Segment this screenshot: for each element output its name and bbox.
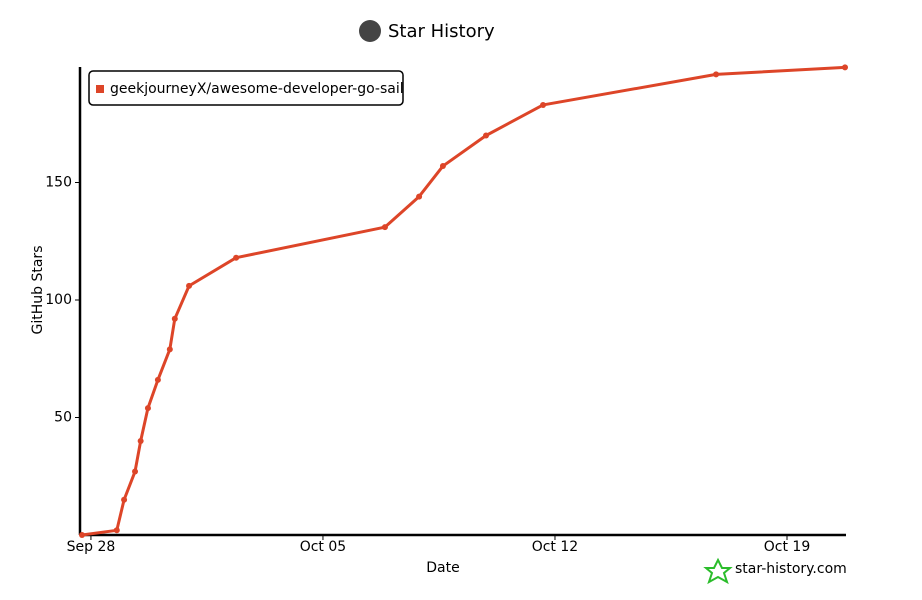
point — [132, 468, 139, 475]
point — [78, 532, 85, 538]
point — [113, 527, 120, 534]
point — [540, 101, 547, 108]
point — [233, 254, 240, 261]
point — [381, 224, 388, 231]
x-tick-label: Oct 05 — [300, 539, 346, 555]
x-tick-label: Sep 28 — [67, 539, 116, 555]
y-tick-label: 100 — [45, 292, 72, 308]
point — [713, 71, 720, 78]
logo — [703, 557, 733, 585]
watermark: star-history.com — [735, 561, 847, 577]
y-axis-label: GitHub Stars — [30, 246, 46, 335]
x-axis-label: Date — [426, 560, 459, 576]
x-tick-label: Oct 19 — [764, 539, 810, 555]
x-tick-label: Oct 12 — [532, 539, 578, 555]
point — [842, 64, 848, 71]
point — [154, 376, 161, 383]
series-line — [81, 65, 846, 537]
point — [171, 315, 178, 322]
chart-title: Star History — [388, 21, 495, 42]
point — [483, 132, 490, 139]
point — [144, 405, 151, 412]
point — [166, 346, 173, 353]
y-tick-label: 50 — [54, 410, 72, 426]
point — [121, 496, 128, 503]
point — [416, 193, 423, 200]
legend-swatch — [96, 85, 104, 93]
point — [439, 163, 446, 170]
point — [137, 438, 144, 444]
y-tick-label: 150 — [45, 175, 72, 191]
legend-box — [88, 70, 404, 106]
avatar — [359, 20, 381, 42]
point — [186, 282, 193, 289]
legend-label: geekjourneyX/awesome-developer-go-sail — [110, 81, 404, 97]
